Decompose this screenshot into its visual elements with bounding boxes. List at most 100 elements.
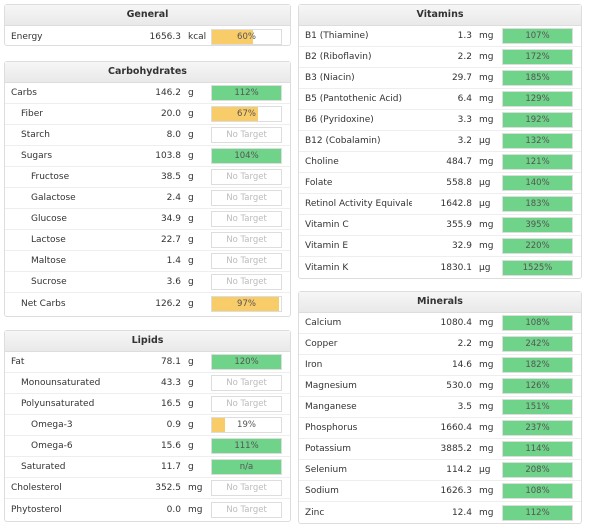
nutrient-unit: µg [479,178,491,188]
nutrient-unit: g [188,277,194,287]
target-label: 120% [234,357,259,367]
target-fill [503,463,572,477]
target-bar: 151% [502,399,573,415]
nutrient-unit: g [188,441,194,451]
panel: Carbohydrates Carbs 146.2 g 112% Fiber 20.0 g 67… [4,61,291,317]
nutrient-amount: 484.7 [446,157,472,167]
target-bar: 112% [502,504,573,521]
nutrient-row: Fiber 20.0 g 67% [5,104,290,125]
target-bar: 108% [502,483,573,499]
nutrient-row: Carbs 146.2 g 112% [5,83,290,104]
nutrient-unit: mg [188,483,203,493]
nutrient-name: B1 (Thiamine) [305,31,369,41]
nutrient-amount: 15.6 [160,441,181,451]
target-fill [212,460,281,474]
nutrient-row: Starch 8.0 g No Target [5,125,290,146]
nutrient-amount: 3.3 [457,115,472,125]
nutrient-unit: g [188,420,194,430]
nutrient-row: Calcium 1080.4 mg 108% [299,313,581,334]
nutrient-amount: 1660.4 [440,423,473,433]
nutrient-unit: g [188,357,194,367]
nutrient-row: Vitamin K 1830.1 µg 1525% [299,257,581,278]
target-bar: 172% [502,49,573,65]
nutrient-unit: g [188,193,194,203]
target-label: 395% [525,220,550,230]
nutrient-row: Fructose 38.5 g No Target [5,167,290,188]
target-bar: 220% [502,238,573,254]
target-fill [503,484,572,498]
nutrient-unit: µg [479,199,491,209]
target-bar: 104% [211,148,282,164]
nutrient-amount: 43.3 [160,378,181,388]
nutrient-unit: kcal [188,31,207,42]
target-label: No Target [226,193,267,203]
target-label: 111% [234,441,259,451]
nutrient-name: Maltose [31,256,67,266]
nutrient-unit: mg [479,241,494,251]
nutrient-unit: µg [479,465,491,475]
nutrient-unit: mg [479,220,494,230]
nutrient-amount: 3.5 [457,402,472,412]
target-fill [503,134,572,148]
panel-title: Minerals [299,292,581,313]
nutrient-row: Phytosterol 0.0 mg No Target [5,499,290,520]
nutrient-amount: 2.2 [457,339,472,349]
target-bar: No Target [211,501,282,518]
target-bar: No Target [211,375,282,391]
target-fill [212,439,281,453]
nutrient-amount: 146.2 [155,88,181,98]
nutrient-amount: 14.6 [451,360,472,370]
nutrient-unit: mg [479,318,494,328]
nutrient-name: Cholesterol [11,483,62,493]
target-label: 104% [234,151,259,161]
nutrient-name: Selenium [305,465,347,475]
nutrient-amount: 114.2 [446,465,472,475]
target-fill [503,379,572,393]
target-bar: 107% [502,28,573,44]
nutrient-name: Starch [21,130,50,140]
nutrient-name: Fructose [31,172,70,182]
nutrient-amount: 1830.1 [440,262,473,273]
nutrient-amount: 1656.3 [149,31,182,42]
nutrient-name: Sugars [21,151,53,161]
nutrient-name: Net Carbs [21,298,66,309]
target-fill [503,316,572,330]
nutrient-amount: 78.1 [160,357,181,367]
target-fill [503,50,572,64]
nutrient-name: Vitamin E [305,241,349,251]
nutrient-unit: mg [479,360,494,370]
nutrient-row: Sugars 103.8 g 104% [5,146,290,167]
target-label: 185% [525,73,550,83]
nutrient-name: Carbs [11,88,37,98]
nutrient-row: Vitamin C 355.9 mg 395% [299,215,581,236]
target-fill [212,149,281,163]
nutrient-unit: mg [188,504,203,515]
nutrient-amount: 34.9 [160,214,181,224]
target-label: No Target [226,399,267,409]
nutrient-row: Sucrose 3.6 g No Target [5,272,290,293]
panel-title: Carbohydrates [5,62,290,83]
nutrient-amount: 1626.3 [440,486,473,496]
target-fill [503,71,572,85]
nutrient-unit: mg [479,444,494,454]
nutrient-amount: 3.2 [457,136,472,146]
nutrient-unit: mg [479,157,494,167]
nutrient-amount: 126.2 [155,298,181,309]
nutrient-name: Retinol Activity Equivalent [305,199,412,209]
nutrient-row: Omega-3 0.9 g 19% [5,415,290,436]
nutrient-row: B12 (Cobalamin) 3.2 µg 132% [299,131,581,152]
nutrient-unit: g [188,378,194,388]
nutrient-name: Vitamin K [305,262,349,273]
target-fill [503,358,572,372]
target-label: 182% [525,360,550,370]
target-label: 192% [525,115,550,125]
panel: Lipids Fat 78.1 g 120% Monounsaturated 43.3 g No… [4,330,291,522]
target-bar: 114% [502,441,573,457]
target-label: 172% [525,52,550,62]
nutrient-amount: 0.9 [166,420,181,430]
nutrient-unit: g [188,130,194,140]
target-label: 114% [525,444,550,454]
nutrient-name: Sucrose [31,277,67,287]
nutrient-amount: 103.8 [155,151,181,161]
